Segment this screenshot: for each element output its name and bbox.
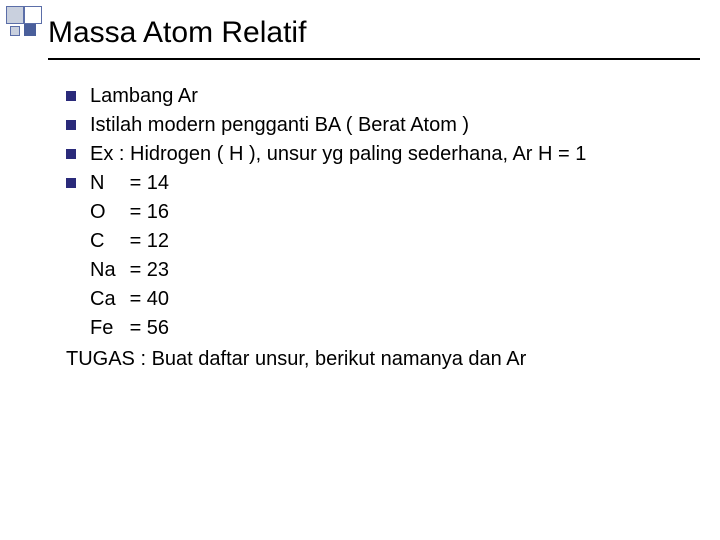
deco-square: [10, 26, 20, 36]
bullet-row: Ex : Hidrogen ( H ), unsur yg paling sed…: [66, 140, 690, 169]
element-value: = 12: [130, 230, 169, 252]
value-row: Na = 23: [66, 256, 690, 285]
element-value: = 56: [130, 317, 169, 339]
content-area: Lambang Ar Istilah modern pengganti BA (…: [66, 82, 690, 374]
value-line: Fe = 56: [90, 314, 169, 343]
title-area: Massa Atom Relatif: [48, 16, 700, 60]
value-line: Ca = 40: [90, 285, 169, 314]
bullet-row: Lambang Ar: [66, 82, 690, 111]
element-value: = 14: [130, 172, 169, 194]
bullet-text: Ex : Hidrogen ( H ), unsur yg paling sed…: [90, 140, 586, 169]
bullet-icon: [66, 91, 76, 101]
bullet-row: Istilah modern pengganti BA ( Berat Atom…: [66, 111, 690, 140]
element-value: = 23: [130, 259, 169, 281]
deco-square: [24, 24, 36, 36]
deco-square: [6, 6, 24, 24]
element-symbol: N: [90, 169, 124, 198]
title-underline: [48, 58, 700, 60]
bullet-icon: [66, 120, 76, 130]
slide: Massa Atom Relatif Lambang Ar Istilah mo…: [0, 0, 720, 540]
element-symbol: Ca: [90, 285, 124, 314]
bullet-icon: [66, 149, 76, 159]
value-row: C = 12: [66, 227, 690, 256]
bullet-text: N = 14: [90, 169, 169, 198]
element-symbol: Fe: [90, 314, 124, 343]
slide-title: Massa Atom Relatif: [48, 16, 700, 56]
element-symbol: C: [90, 227, 124, 256]
deco-square: [24, 6, 42, 24]
value-line: O = 16: [90, 198, 169, 227]
value-row: O = 16: [66, 198, 690, 227]
bullet-row: N = 14: [66, 169, 690, 198]
bullet-text: Istilah modern pengganti BA ( Berat Atom…: [90, 111, 469, 140]
element-symbol: Na: [90, 256, 124, 285]
value-row: Ca = 40: [66, 285, 690, 314]
element-value: = 40: [130, 288, 169, 310]
value-row: Fe = 56: [66, 314, 690, 343]
bullet-text: Lambang Ar: [90, 82, 198, 111]
element-symbol: O: [90, 198, 124, 227]
assignment-text: TUGAS : Buat daftar unsur, berikut naman…: [66, 345, 690, 374]
value-line: Na = 23: [90, 256, 169, 285]
bullet-icon: [66, 178, 76, 188]
value-line: C = 12: [90, 227, 169, 256]
element-value: = 16: [130, 201, 169, 223]
